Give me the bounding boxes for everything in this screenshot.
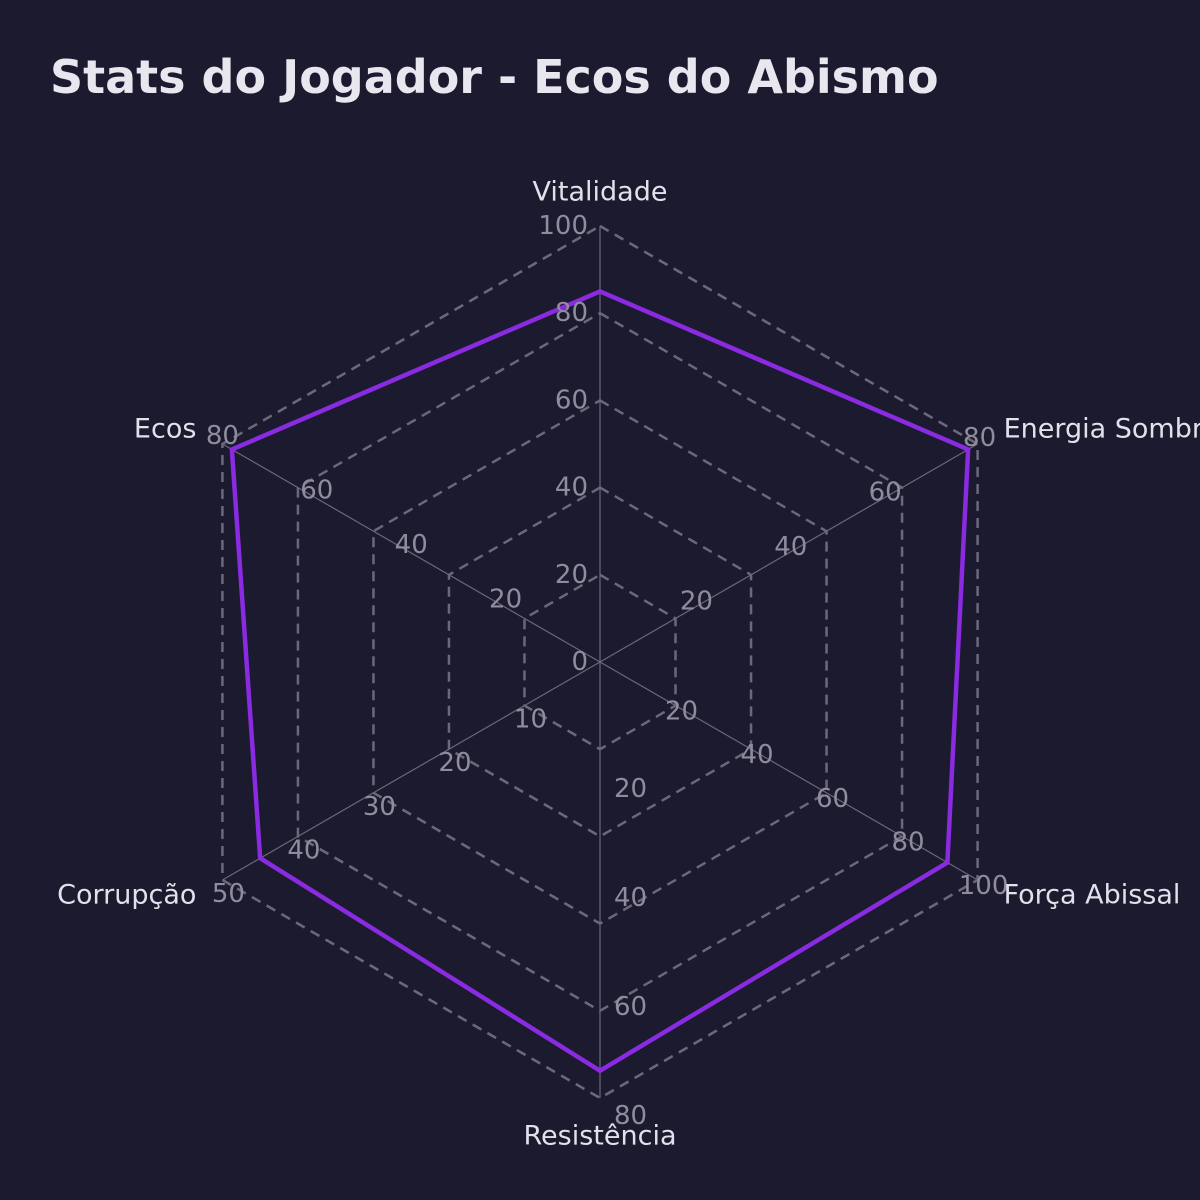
tick-label: 60 [555, 385, 588, 415]
tick-label: 80 [614, 1101, 647, 1131]
tick-label: 80 [963, 423, 996, 453]
tick-label: 20 [614, 774, 647, 804]
axis-spoke [599, 443, 978, 663]
tick-label: 80 [206, 421, 239, 451]
tick-label: 100 [959, 871, 1009, 901]
axis-labels: Vitalidade Energia Sombria Força Abissal Re… [57, 177, 1200, 1152]
tick-label: 60 [300, 476, 333, 506]
tick-label: 0 [571, 647, 588, 677]
tick-label: 80 [892, 827, 925, 857]
axis-spoke [222, 661, 601, 881]
tick-label: 20 [555, 560, 588, 590]
axis-spoke [599, 661, 978, 881]
tick-label: 20 [680, 587, 713, 617]
axis-layer [222, 226, 978, 1098]
axis-label: Energia Sombria [1004, 414, 1200, 445]
axis-label: Ecos [134, 414, 197, 445]
tick-label: 50 [212, 879, 245, 909]
tick-label: 40 [774, 532, 807, 562]
axis-spoke [222, 443, 601, 663]
axis-label: Resistência [524, 1121, 677, 1152]
tick-label: 60 [614, 992, 647, 1022]
axis-label: Força Abissal [1004, 880, 1181, 911]
tick-label: 20 [665, 697, 698, 727]
tick-label: 60 [869, 478, 902, 508]
tick-label: 40 [555, 473, 588, 503]
tick-label: 80 [555, 298, 588, 328]
tick-label: 30 [363, 792, 396, 822]
series-line [229, 288, 971, 1074]
tick-label: 100 [538, 211, 588, 241]
tick-label: 60 [816, 784, 849, 814]
series-layer [229, 288, 971, 1074]
tick-labels: 0 20 40 60 80 100 20 40 60 80 20 40 60 80 100 20 40 60 80 1… [206, 211, 1009, 1131]
tick-label: 10 [514, 705, 547, 735]
axis-label: Vitalidade [533, 177, 668, 208]
tick-label: 20 [489, 585, 522, 615]
tick-label: 40 [395, 530, 428, 560]
axis-label: Corrupção [57, 880, 196, 911]
tick-label: 40 [740, 740, 773, 770]
tick-label: 20 [438, 748, 471, 778]
chart-title: Stats do Jogador - Ecos do Abismo [50, 50, 939, 104]
tick-label: 40 [287, 835, 320, 865]
tick-label: 40 [614, 883, 647, 913]
